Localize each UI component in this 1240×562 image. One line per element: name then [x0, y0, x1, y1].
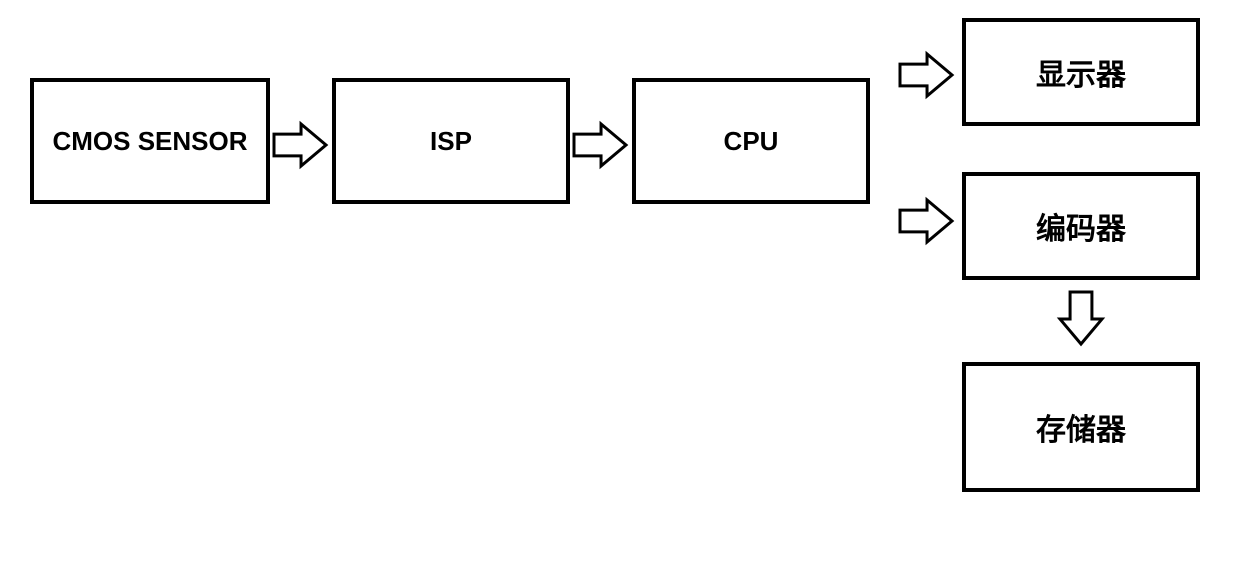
node-storage-label: 存储器 — [1036, 405, 1126, 449]
node-cmos: CMOS SENSOR — [30, 78, 270, 204]
node-cmos-label: CMOS SENSOR — [52, 126, 247, 157]
node-encoder-label: 编码器 — [1036, 204, 1126, 248]
node-cpu-label: CPU — [724, 126, 779, 157]
arrow-a_enc_storage — [1060, 292, 1102, 344]
node-display: 显示器 — [962, 18, 1200, 126]
node-storage: 存储器 — [962, 362, 1200, 492]
node-display-label: 显示器 — [1036, 50, 1126, 94]
node-isp-label: ISP — [430, 126, 472, 157]
arrow-a_isp_cpu — [574, 124, 626, 166]
node-isp: ISP — [332, 78, 570, 204]
diagram-stage: CMOS SENSOR ISP CPU 显示器编码器存储器 — [0, 0, 1240, 562]
arrow-a_cpu_encoder — [900, 200, 952, 242]
arrow-a_cpu_display — [900, 54, 952, 96]
arrow-a_cmos_isp — [274, 124, 326, 166]
node-encoder: 编码器 — [962, 172, 1200, 280]
node-cpu: CPU — [632, 78, 870, 204]
